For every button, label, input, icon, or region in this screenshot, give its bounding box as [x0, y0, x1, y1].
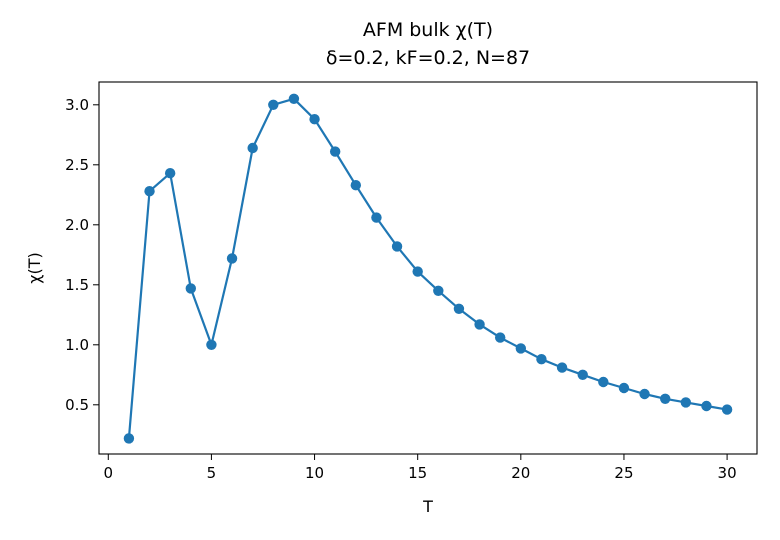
x-tick-label: 30	[718, 464, 737, 482]
data-point	[639, 388, 650, 400]
series-line	[127, 97, 728, 439]
y-tick-label: 1.0	[65, 336, 89, 354]
x-tick-label: 20	[511, 464, 530, 482]
plot-area-frame	[98, 81, 758, 455]
data-point	[309, 114, 320, 125]
x-tick-label: 25	[614, 464, 633, 482]
data-point	[536, 354, 547, 365]
data-point	[453, 303, 465, 314]
data-point	[391, 241, 403, 252]
data-point	[329, 146, 341, 157]
series-layer	[123, 93, 733, 444]
y-tick-label: 2.5	[65, 156, 89, 174]
data-point	[185, 283, 196, 294]
data-point	[577, 369, 588, 380]
data-point	[556, 362, 568, 373]
y-axis-label: χ(T)	[25, 252, 44, 284]
y-tick-label: 0.5	[65, 396, 89, 414]
data-point	[721, 404, 733, 415]
y-tick-label: 2.0	[65, 216, 89, 234]
data-point	[680, 397, 692, 408]
data-point	[701, 400, 712, 412]
data-point	[144, 186, 155, 197]
data-point	[618, 382, 630, 394]
y-tick-label: 1.5	[65, 276, 89, 294]
data-point	[660, 393, 671, 404]
x-axis-label: T	[422, 497, 433, 516]
data-point	[268, 99, 279, 111]
chart-title: AFM bulk χ(T)	[363, 19, 493, 41]
data-point	[433, 285, 444, 296]
chart-subtitle: δ=0.2, kF=0.2, N=87	[326, 47, 530, 69]
data-point	[164, 168, 176, 179]
data-point	[515, 343, 527, 354]
x-tick-label: 10	[305, 464, 324, 482]
y-tick-label: 3.0	[65, 96, 89, 114]
data-point	[247, 142, 258, 154]
data-point	[412, 266, 423, 277]
y-axis: 0.5 1.0 1.5 2.0 2.5 3.0	[65, 96, 99, 414]
x-axis: 0 5 10 15 20 25 30	[104, 454, 737, 482]
data-point	[226, 253, 238, 264]
x-tick-label: 15	[408, 464, 427, 482]
x-tick-label: 5	[207, 464, 217, 482]
data-point	[206, 339, 217, 350]
data-point	[598, 376, 609, 388]
data-point	[288, 93, 300, 105]
data-point	[494, 332, 506, 343]
x-tick-label: 0	[104, 464, 114, 482]
data-point	[123, 433, 135, 444]
data-point	[371, 212, 382, 223]
data-point	[350, 180, 362, 191]
data-point	[474, 319, 485, 330]
